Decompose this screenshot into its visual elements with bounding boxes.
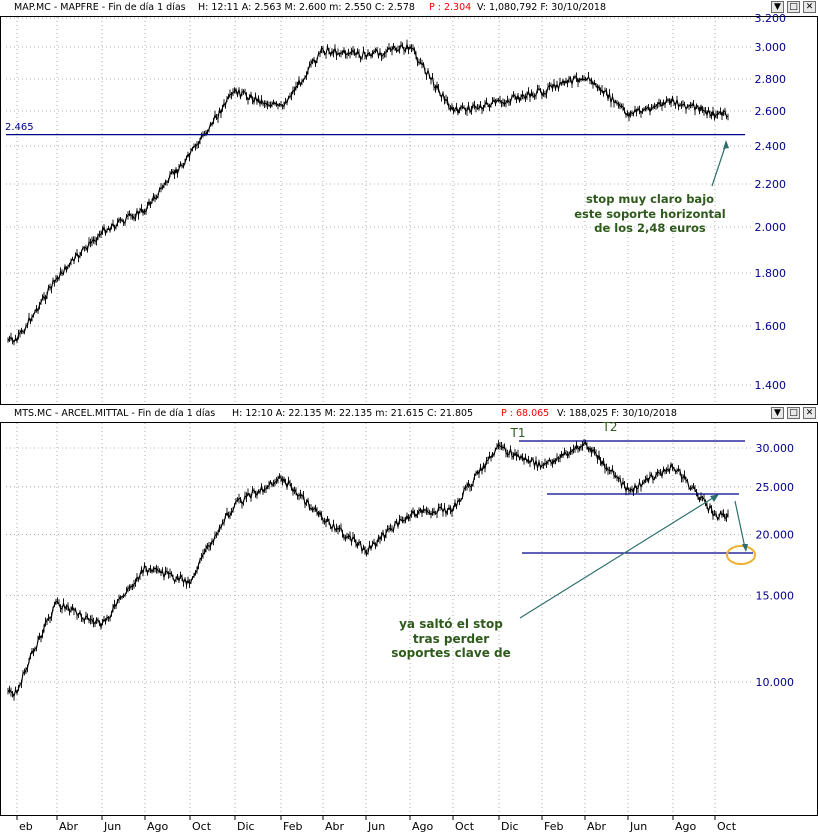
bottom-header-volume-date: V: 188,025 F: 30/10/2018: [557, 408, 677, 419]
x-tick-label: Feb: [283, 820, 302, 832]
top-y-tick-label: 3.200: [755, 12, 787, 25]
bottom-price-line: [7, 441, 729, 699]
top-chart-header: MAP.MC - MAPFRE - Fin de día 1 días H: 1…: [0, 0, 818, 16]
top-price-line: [7, 43, 729, 344]
top-support-label: 2.465: [5, 122, 34, 133]
x-tick-label: Ago: [147, 820, 169, 832]
bottom-chart-header: MTS.MC - ARCEL.MITTAL - Fin de día 1 día…: [0, 406, 818, 422]
top-window-controls: ▼ □ ✕: [771, 1, 816, 13]
x-tick-label: Abr: [59, 820, 79, 832]
bottom-y-tick-label: 10.000: [756, 676, 795, 689]
x-tick-label: eb: [19, 820, 33, 832]
bottom-annotation-line-3: soportes clave de: [391, 646, 511, 660]
close-button[interactable]: ✕: [803, 407, 816, 419]
x-tick-label: Ago: [412, 820, 434, 832]
x-tick-label: Dic: [237, 820, 255, 832]
bottom-y-tick-label: 30.000: [756, 442, 795, 455]
x-tick-label: Oct: [717, 820, 737, 832]
top-y-tick-label: 1.400: [755, 379, 787, 392]
x-tick-label: Oct: [192, 820, 212, 832]
top-y-tick-label: 2.200: [755, 178, 787, 191]
bottom-y-axis: 30.000 25.000 20.000 15.000 10.000: [756, 442, 795, 689]
top-y-tick-label: 2.600: [755, 105, 787, 118]
bottom-window-controls: ▼ □ ✕: [771, 407, 816, 419]
top-y-tick-label: 3.000: [755, 41, 787, 54]
x-tick-label: Ago: [675, 820, 697, 832]
maximize-button[interactable]: □: [787, 1, 800, 13]
bottom-y-tick-label: 20.000: [756, 528, 795, 541]
target-circle: [726, 545, 756, 565]
top-annotation-arrow: [711, 143, 727, 187]
bottom-annotation-arrow: [519, 495, 717, 619]
bottom-annotation-line-2: tras perder: [413, 632, 489, 646]
top-header-stats: H: 12:11 A: 2.563 M: 2.600 m: 2.550 C: 2…: [198, 2, 415, 13]
top-annotation: stop muy claro bajo este soporte horizon…: [574, 140, 729, 235]
top-annotation-line-2: este soporte horizontal: [574, 207, 725, 221]
bottom-annotation-line-1: ya saltó el stop: [399, 617, 503, 631]
x-tick-label: Jun: [367, 820, 385, 832]
x-tick-label: Dic: [501, 820, 519, 832]
top-y-tick-label: 1.800: [755, 267, 787, 280]
x-tick-label: Feb: [544, 820, 563, 832]
top-arrow-head: [723, 140, 729, 149]
top-annotation-line-1: stop muy claro bajo: [586, 192, 714, 206]
close-button[interactable]: ✕: [803, 1, 816, 13]
bottom-header-symbol: MTS.MC - ARCEL.MITTAL - Fin de día 1 día…: [14, 408, 216, 419]
top-header-volume-date: V: 1,080,792 F: 30/10/2018: [477, 2, 607, 13]
drop-arrow: [734, 500, 746, 549]
bottom-header-p-value: P : 68.065: [501, 408, 550, 419]
bottom-grid: [6, 423, 753, 815]
top-annotation-line-3: de los 2,48 euros: [594, 221, 706, 235]
x-tick-label: Abr: [587, 820, 607, 832]
top-header-symbol: MAP.MC - MAPFRE - Fin de día 1 días: [14, 2, 186, 13]
x-tick-label: Jun: [629, 820, 647, 832]
x-tick-label: Jun: [103, 820, 121, 832]
bottom-annotation-arrow-head: [710, 494, 719, 502]
x-tick-label: Oct: [455, 820, 475, 832]
t1-label: T1: [510, 426, 526, 440]
maximize-button[interactable]: □: [787, 407, 800, 419]
bottom-annotation: ya saltó el stop tras perder soportes cl…: [391, 617, 511, 660]
top-y-axis: 3.200 3.000 2.800 2.600 2.400 2.200 2.000 1.800…: [755, 12, 787, 392]
x-axis: eb Abr Jun Ago Oct Dic Feb Abr Jun Ago Oct Dic Feb Ab…: [16, 815, 737, 832]
x-tick-label: Abr: [325, 820, 345, 832]
minimize-button[interactable]: ▼: [771, 407, 784, 419]
bottom-header-stats: H: 12:10 A: 22.135 M: 22.135 m: 21.615 C…: [232, 408, 474, 419]
bottom-price-series: [7, 439, 729, 701]
top-y-tick-label: 2.400: [755, 140, 787, 153]
t2-label: T2: [602, 420, 618, 434]
top-y-tick-label: 2.000: [755, 221, 787, 234]
top-y-tick-label: 2.800: [755, 73, 787, 86]
minimize-button[interactable]: ▼: [771, 1, 784, 13]
bottom-y-tick-label: 15.000: [756, 590, 795, 603]
top-grid: [6, 17, 753, 404]
drop-arrow-head: [742, 544, 748, 552]
top-price-series: [7, 39, 729, 346]
top-y-tick-label: 1.600: [755, 320, 787, 333]
bottom-y-tick-label: 25.000: [756, 481, 795, 494]
top-header-p-value: P : 2.304: [429, 2, 472, 13]
